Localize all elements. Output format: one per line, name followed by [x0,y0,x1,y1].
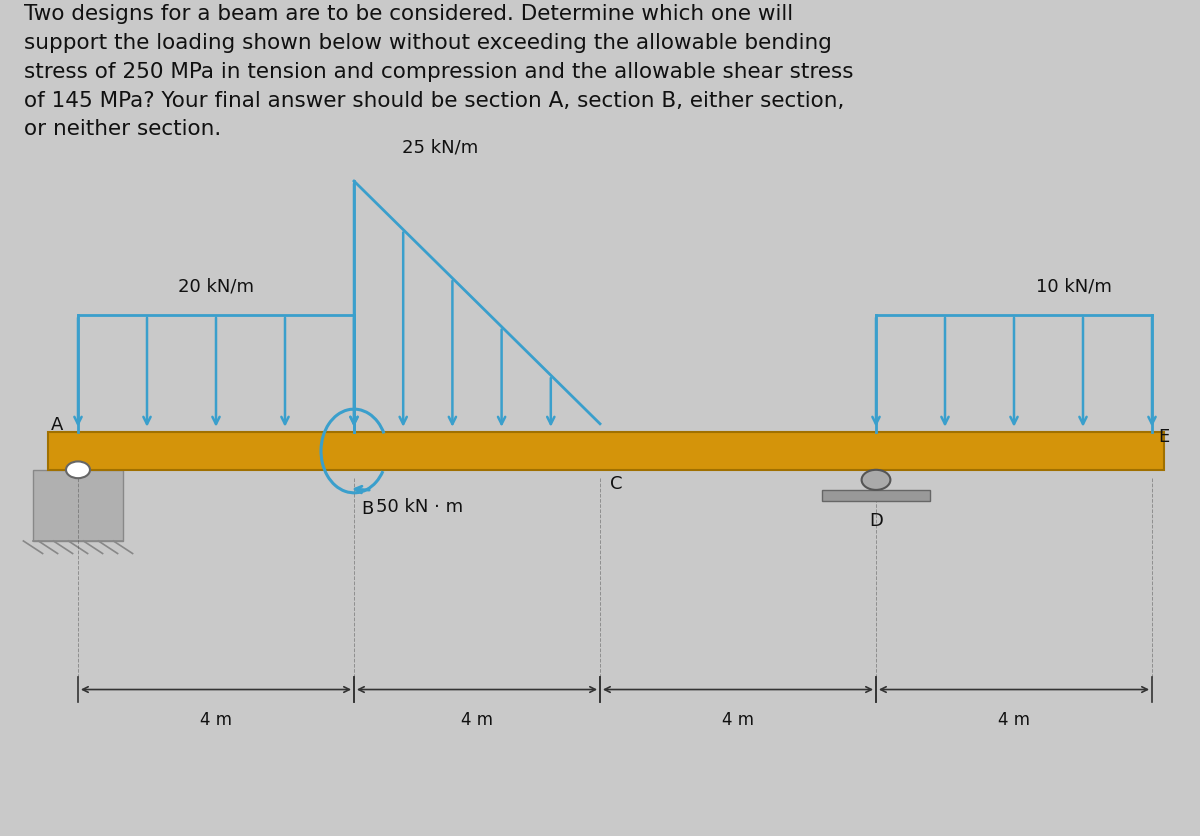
Bar [34,470,124,542]
Text: B: B [361,500,373,517]
Bar [48,433,1164,470]
Text: 4 m: 4 m [200,711,232,729]
Circle shape [862,470,890,490]
Text: E: E [1158,428,1169,446]
Text: C: C [610,475,622,492]
Text: A: A [52,415,64,433]
Text: Two designs for a beam are to be considered. Determine which one will
support th: Two designs for a beam are to be conside… [24,4,853,140]
Bar [822,490,930,502]
Text: 25 kN/m: 25 kN/m [402,139,479,157]
Text: 4 m: 4 m [722,711,754,729]
Text: 20 kN/m: 20 kN/m [178,277,254,294]
Circle shape [66,461,90,478]
Text: D: D [869,512,883,529]
Text: 50 kN · m: 50 kN · m [376,497,463,515]
Text: 4 m: 4 m [461,711,493,729]
Text: 10 kN/m: 10 kN/m [1036,277,1112,294]
Text: 4 m: 4 m [998,711,1030,729]
